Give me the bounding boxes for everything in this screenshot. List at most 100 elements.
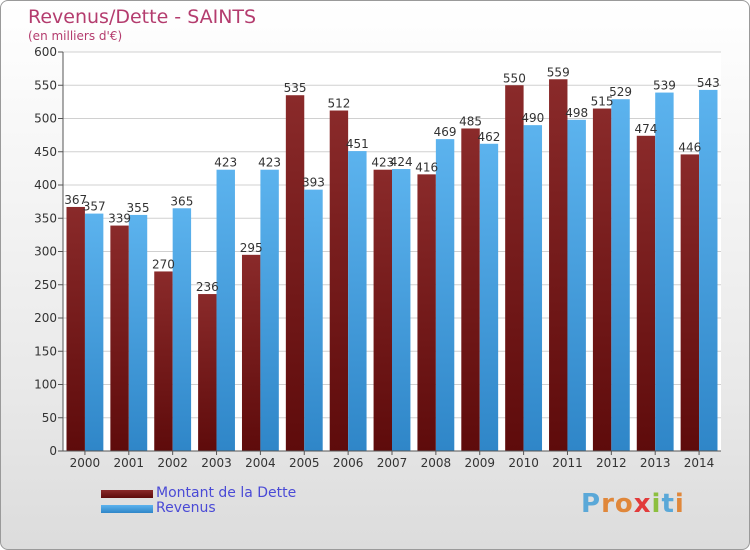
x-tick-label: 2002	[157, 456, 188, 470]
y-tick-label: 450	[34, 145, 57, 159]
y-tick-label: 600	[34, 45, 57, 59]
bar-dette	[636, 135, 656, 452]
y-tick-label: 250	[34, 278, 57, 292]
data-label-dette: 485	[459, 114, 482, 128]
chart-title: Revenus/Dette - SAINTS	[28, 6, 257, 28]
bar-revenus	[392, 169, 411, 452]
data-label-revenus: 543	[697, 76, 720, 90]
data-label-revenus: 451	[346, 137, 369, 151]
data-label-dette: 416	[415, 160, 438, 174]
bar-revenus	[523, 125, 543, 452]
data-label-dette: 474	[635, 122, 658, 136]
data-label-revenus: 393	[302, 176, 325, 190]
data-label-revenus: 365	[170, 194, 193, 208]
y-tick-label: 300	[34, 245, 57, 259]
x-tick-label: 2003	[201, 456, 232, 470]
x-tick-label: 2013	[640, 456, 671, 470]
x-tick-label: 2000	[70, 456, 101, 470]
x-tick-label: 2005	[289, 456, 320, 470]
x-tick-label: 2006	[333, 456, 364, 470]
bar-revenus	[655, 92, 674, 451]
y-tick-label: 400	[34, 178, 57, 192]
logo-letter: t	[661, 489, 675, 519]
bar-dette	[461, 128, 480, 451]
x-tick-label: 2010	[508, 456, 539, 470]
bar-dette	[285, 95, 305, 451]
bar-revenus	[84, 213, 104, 451]
bar-dette	[680, 154, 700, 451]
legend-swatch-dette	[101, 490, 153, 498]
y-tick-label: 500	[34, 112, 57, 126]
data-label-revenus: 490	[521, 111, 544, 125]
data-label-revenus: 469	[434, 125, 457, 139]
data-label-dette: 550	[503, 71, 526, 85]
chart-subtitle: (en milliers d'€)	[28, 29, 123, 43]
x-tick-label: 2008	[421, 456, 452, 470]
bar-dette	[549, 79, 568, 451]
bar-dette	[198, 294, 217, 451]
data-label-revenus: 355	[127, 201, 150, 215]
data-label-dette: 270	[152, 257, 175, 271]
bar-revenus	[611, 99, 630, 451]
data-label-dette: 339	[108, 212, 131, 226]
y-tick-label: 550	[34, 78, 57, 92]
bar-dette	[154, 271, 173, 451]
bar-revenus	[435, 139, 455, 452]
logo-letter: x	[633, 489, 652, 519]
data-label-revenus: 423	[258, 156, 281, 170]
data-label-revenus: 357	[83, 200, 106, 214]
legend-label-revenus: Revenus	[156, 500, 216, 516]
y-tick-label: 350	[34, 211, 57, 225]
bar-revenus	[128, 214, 148, 451]
legend-swatch-revenus	[101, 505, 153, 513]
y-tick-label: 150	[34, 344, 57, 358]
data-label-dette: 512	[327, 97, 350, 111]
bar-revenus	[260, 169, 279, 451]
legend-label-dette: Montant de la Dette	[156, 485, 297, 501]
data-label-revenus: 423	[214, 156, 237, 170]
logo-letter: P	[581, 489, 602, 519]
data-label-dette: 367	[64, 193, 87, 207]
data-label-dette: 236	[196, 280, 219, 294]
logo-letter: r	[601, 489, 615, 519]
x-tick-label: 2014	[684, 456, 715, 470]
data-label-dette: 535	[284, 81, 307, 95]
data-label-dette: 295	[240, 241, 263, 255]
bar-revenus	[172, 208, 192, 451]
bar-dette	[417, 174, 436, 452]
data-label-revenus: 462	[477, 130, 500, 144]
bar-dette	[373, 169, 392, 451]
x-tick-label: 2011	[552, 456, 583, 470]
bar-revenus	[304, 189, 323, 451]
bar-dette	[592, 108, 612, 452]
data-label-dette: 423	[371, 156, 394, 170]
data-label-revenus: 539	[653, 79, 676, 93]
y-tick-label: 200	[34, 311, 57, 325]
x-tick-label: 2001	[114, 456, 145, 470]
y-tick-label: 0	[49, 444, 57, 458]
y-tick-label: 100	[34, 378, 57, 392]
bar-dette	[110, 225, 129, 451]
bar-dette	[505, 85, 524, 451]
data-label-dette: 446	[678, 140, 701, 154]
logo-letter: i	[651, 489, 662, 519]
logo-letter: o	[614, 489, 634, 519]
data-label-revenus: 424	[390, 155, 413, 169]
data-label-revenus: 529	[609, 85, 632, 99]
bar-revenus	[348, 151, 367, 451]
proxiti-logo: Proxiti	[581, 489, 685, 519]
data-label-dette: 515	[591, 95, 614, 109]
bar-revenus	[699, 89, 718, 451]
y-tick-label: 50	[42, 411, 57, 425]
bar-revenus	[479, 143, 499, 451]
logo-letter: i	[674, 489, 685, 519]
x-tick-label: 2012	[596, 456, 627, 470]
data-label-revenus: 498	[565, 106, 588, 120]
x-tick-label: 2007	[377, 456, 408, 470]
data-label-dette: 559	[547, 65, 570, 79]
x-tick-label: 2009	[464, 456, 495, 470]
bar-revenus	[567, 119, 586, 451]
bar-dette	[329, 110, 349, 452]
